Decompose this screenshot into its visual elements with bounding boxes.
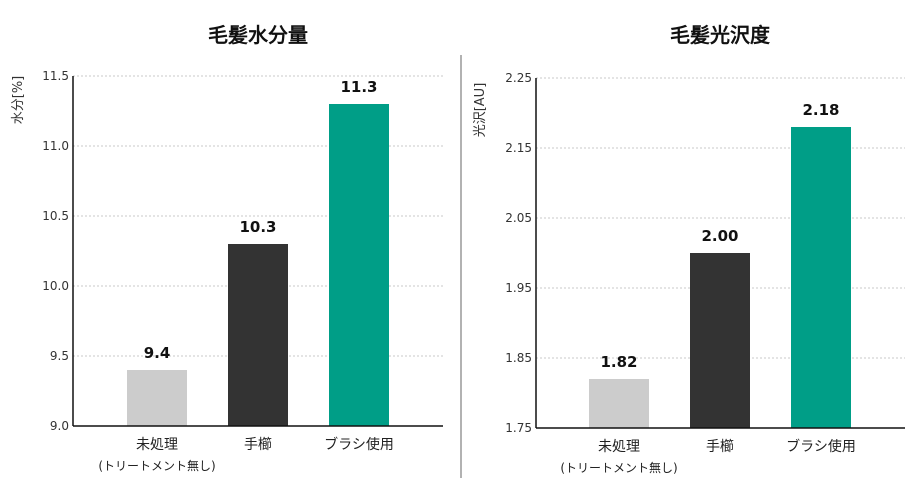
x-tick-sublabel: (トリートメント無し) bbox=[560, 460, 677, 475]
bar-2 bbox=[690, 253, 750, 428]
y-axis-label: 光沢[AU] bbox=[473, 83, 488, 138]
y-tick-label: 9.5 bbox=[50, 349, 69, 363]
y-tick-label: 9.0 bbox=[50, 419, 69, 433]
data-label: 9.4 bbox=[144, 344, 171, 362]
data-label: 11.3 bbox=[340, 78, 377, 96]
y-tick-label: 1.95 bbox=[505, 281, 532, 295]
data-label: 1.82 bbox=[600, 353, 637, 371]
y-tick-label: 11.0 bbox=[42, 139, 69, 153]
y-tick-label: 10.0 bbox=[42, 279, 69, 293]
bar-1 bbox=[589, 379, 649, 428]
y-tick-label: 2.25 bbox=[505, 71, 532, 85]
data-label: 2.18 bbox=[802, 101, 839, 119]
y-axis-label: 水分[%] bbox=[11, 76, 26, 125]
x-tick-sublabel: (トリートメント無し) bbox=[98, 458, 215, 473]
data-label: 2.00 bbox=[701, 227, 738, 245]
y-tick-label: 1.75 bbox=[505, 421, 532, 435]
y-tick-label: 11.5 bbox=[42, 69, 69, 83]
y-tick-label: 1.85 bbox=[505, 351, 532, 365]
y-tick-label: 2.15 bbox=[505, 141, 532, 155]
y-tick-label: 10.5 bbox=[42, 209, 69, 223]
bar-3 bbox=[791, 127, 851, 428]
x-tick-label: 手櫛 bbox=[244, 436, 272, 453]
x-tick-label: 手櫛 bbox=[706, 438, 734, 455]
bar-2 bbox=[228, 244, 288, 426]
data-label: 10.3 bbox=[239, 218, 276, 236]
x-tick-label: ブラシ使用 bbox=[786, 438, 856, 455]
bar-3 bbox=[329, 104, 389, 426]
y-tick-label: 2.05 bbox=[505, 211, 532, 225]
x-tick-label: 未処理 bbox=[136, 437, 178, 453]
x-tick-label: ブラシ使用 bbox=[324, 436, 394, 453]
bar-1 bbox=[127, 370, 187, 426]
x-tick-label: 未処理 bbox=[598, 439, 640, 455]
chart-title: 毛髪光沢度 bbox=[670, 23, 771, 47]
chart-title: 毛髪水分量 bbox=[208, 23, 308, 47]
